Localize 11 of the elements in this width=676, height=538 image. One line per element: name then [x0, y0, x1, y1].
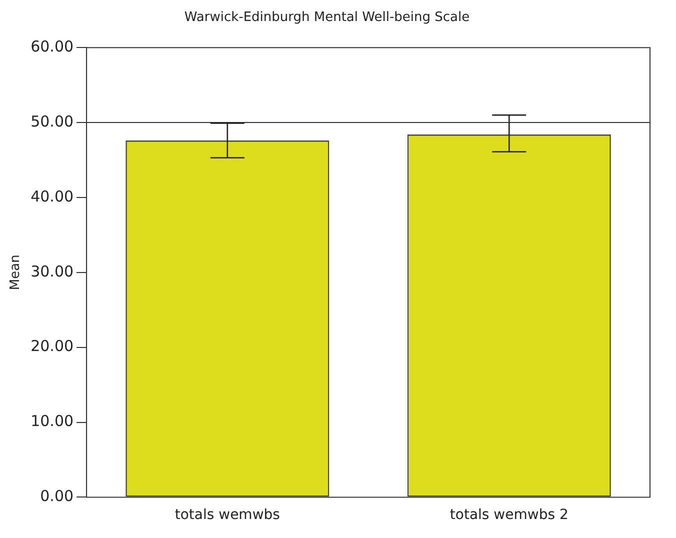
chart-title: Warwick-Edinburgh Mental Well-being Scale: [184, 10, 470, 26]
y-axis-title: Mean: [8, 254, 24, 290]
y-tick-label: 30.00: [30, 262, 74, 280]
y-tick-label: 60.00: [30, 37, 74, 56]
y-tick-label: 40.00: [30, 187, 74, 206]
y-tick-label: 0.00: [40, 487, 74, 506]
y-tick-label: 10.00: [30, 412, 74, 430]
y-tick-label: 50.00: [30, 112, 74, 130]
y-tick-label: 20.00: [30, 337, 74, 356]
x-tick-label: totals wemwbs: [174, 507, 280, 524]
x-tick-label: totals wemwbs 2: [450, 507, 568, 524]
